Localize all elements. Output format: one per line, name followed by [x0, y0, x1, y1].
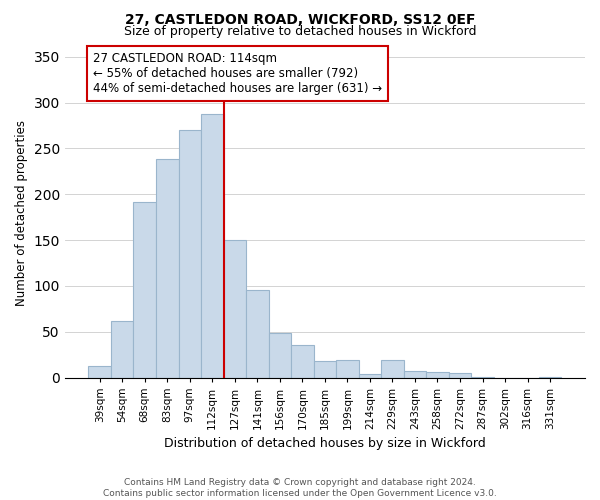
Bar [111, 320, 133, 378]
Bar [133, 202, 156, 378]
Bar [404, 371, 426, 378]
Y-axis label: Number of detached properties: Number of detached properties [15, 120, 28, 306]
Bar [381, 360, 404, 378]
Bar [539, 376, 562, 378]
Bar [291, 346, 314, 378]
Bar [471, 376, 494, 378]
Bar [156, 160, 179, 378]
Bar [314, 361, 336, 378]
Text: 27 CASTLEDON ROAD: 114sqm
← 55% of detached houses are smaller (792)
44% of semi: 27 CASTLEDON ROAD: 114sqm ← 55% of detac… [93, 52, 382, 95]
Bar [336, 360, 359, 378]
Bar [179, 130, 201, 378]
Title: Size of property relative to detached houses in Wickford: Size of property relative to detached ho… [0, 499, 1, 500]
Bar [426, 372, 449, 378]
Bar [359, 374, 381, 378]
Bar [88, 366, 111, 378]
Bar [224, 240, 246, 378]
Text: Size of property relative to detached houses in Wickford: Size of property relative to detached ho… [124, 25, 476, 38]
Bar [269, 332, 291, 378]
Text: Contains HM Land Registry data © Crown copyright and database right 2024.
Contai: Contains HM Land Registry data © Crown c… [103, 478, 497, 498]
Bar [201, 114, 224, 378]
Text: 27, CASTLEDON ROAD, WICKFORD, SS12 0EF: 27, CASTLEDON ROAD, WICKFORD, SS12 0EF [125, 12, 475, 26]
Bar [449, 373, 471, 378]
Bar [246, 290, 269, 378]
X-axis label: Distribution of detached houses by size in Wickford: Distribution of detached houses by size … [164, 437, 486, 450]
